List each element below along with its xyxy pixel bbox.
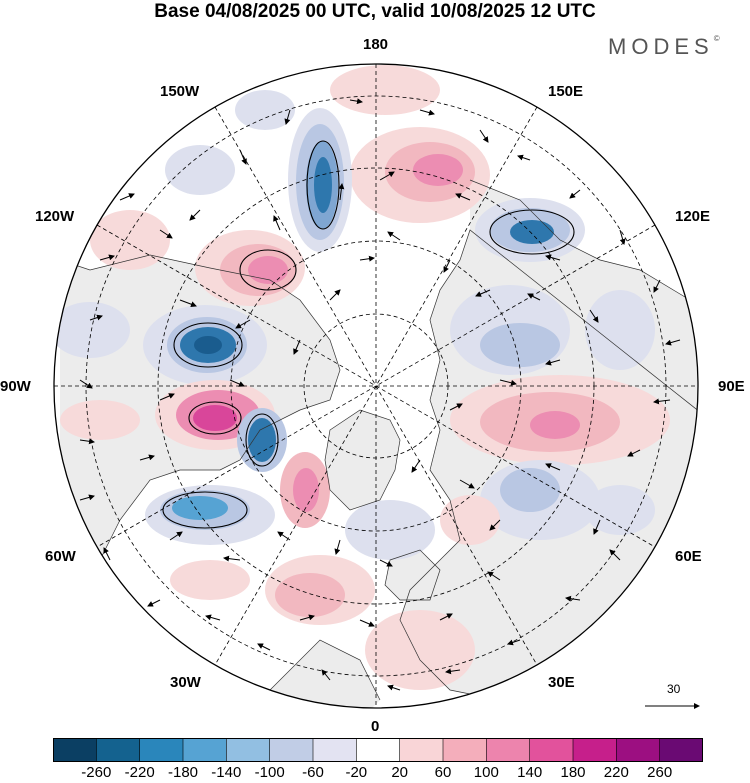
positive-anomaly-iceland-mid xyxy=(275,573,345,617)
brand-copyright: © xyxy=(713,34,720,43)
colorbar-swatch xyxy=(616,738,660,762)
negative-anomaly-mongolia xyxy=(585,290,655,370)
lon-label-150e: 150E xyxy=(548,83,584,100)
colorbar-swatch xyxy=(659,738,703,762)
scandinavia-land xyxy=(385,550,440,600)
lon-label-0: 0 xyxy=(371,718,380,735)
negative-anomaly-urals-mid xyxy=(500,468,560,512)
positive-anomaly-canada-core xyxy=(248,256,288,284)
colorbar-tick-label: 260 xyxy=(647,764,673,781)
colorbar-swatch xyxy=(573,738,617,762)
colorbar-tick-label: -260 xyxy=(81,764,112,781)
lon-label-60e: 60E xyxy=(675,548,702,565)
colorbar-tick-label: -140 xyxy=(211,764,242,781)
positive-anomaly-atlantic-south xyxy=(170,560,250,600)
lon-label-90w: 90W xyxy=(0,378,31,395)
lon-label-90e: 90E xyxy=(718,378,745,395)
colorbar-swatch xyxy=(183,738,227,762)
colorbar-swatch xyxy=(269,738,314,762)
colorbar-tick-label: -180 xyxy=(167,764,199,781)
negative-anomaly-east-siberia-core xyxy=(510,220,554,244)
colorbar-tick-label: 220 xyxy=(603,764,629,781)
map-disc xyxy=(54,64,698,708)
coastline-north-africa xyxy=(269,639,381,701)
negative-anomaly-north-atlantic-core xyxy=(172,496,228,520)
positive-anomaly-europe xyxy=(365,610,475,690)
positive-anomaly-labrador-core xyxy=(193,405,237,431)
negative-anomaly-west-canada xyxy=(54,302,130,358)
coastline-greenland xyxy=(324,409,401,511)
negative-anomaly-kara-mid xyxy=(480,323,560,367)
colorbar-frame xyxy=(53,738,703,762)
greenland-land xyxy=(325,410,400,510)
lon-label-150w: 150W xyxy=(160,83,200,100)
modes-logo: MODES© xyxy=(608,34,720,60)
colorbar xyxy=(53,738,703,762)
contour-hudson xyxy=(173,322,243,368)
colorbar-swatch xyxy=(226,738,270,762)
colorbar-tick-label: -220 xyxy=(124,764,155,781)
lon-label-120w: 120W xyxy=(35,208,75,225)
positive-anomaly-us-west xyxy=(60,400,140,440)
positive-anomaly-barents xyxy=(440,495,500,545)
contour-baffin xyxy=(245,413,279,467)
negative-anomaly-gulf-alaska-core xyxy=(314,157,332,213)
map-border xyxy=(53,63,699,709)
contour-east-siberia xyxy=(489,209,575,255)
lon-label-30e: 30E xyxy=(548,674,575,691)
meridian-120e-60w xyxy=(96,224,656,548)
colorbar-tick-label: 100 xyxy=(473,764,499,781)
colorbar-swatch xyxy=(96,738,140,762)
positive-anomaly-pacific-core xyxy=(413,154,463,186)
negative-anomaly-hudson-deep xyxy=(194,336,222,354)
colorbar-swatch xyxy=(443,738,487,762)
contour-labrador xyxy=(188,401,242,435)
lon-label-60w: 60W xyxy=(45,548,76,565)
contour-canada xyxy=(239,249,297,291)
negative-anomaly-aleutian xyxy=(235,90,295,130)
colorbar-swatch xyxy=(399,738,444,762)
anomaly-field xyxy=(54,65,670,690)
contour-north-atlantic xyxy=(162,491,248,529)
negative-anomaly-central-asia xyxy=(585,485,655,535)
coastline-scandinavia xyxy=(384,549,441,601)
positive-anomaly-greenland-west-core xyxy=(293,468,319,512)
lon-label-120e: 120E xyxy=(675,208,711,225)
colorbar-swatch xyxy=(529,738,574,762)
colorbar-tick-label: -20 xyxy=(345,764,368,781)
colorbar-tick-label: 20 xyxy=(391,764,409,781)
colorbar-tick-label: -60 xyxy=(302,764,324,781)
colorbar-tick-label: 60 xyxy=(434,764,452,781)
positive-anomaly-bering xyxy=(330,65,440,115)
negative-anomaly-north-pacific xyxy=(165,145,235,195)
colorbar-swatch xyxy=(486,738,530,762)
wind-vectors xyxy=(79,98,681,691)
colorbar-swatch xyxy=(356,738,400,762)
negative-anomaly-baffin-core xyxy=(248,418,276,462)
reference-vector-value: 30 xyxy=(667,682,681,696)
brand-name: MODES xyxy=(608,34,714,59)
lon-label-180: 180 xyxy=(363,36,389,53)
positive-anomaly-east-pacific xyxy=(90,210,170,270)
colorbar-tick-label: 180 xyxy=(560,764,586,781)
colorbar-tick-label: -100 xyxy=(254,764,285,781)
positive-anomaly-siberia-core xyxy=(530,411,580,439)
colorbar-swatch xyxy=(139,738,184,762)
colorbar-tick-label: 140 xyxy=(517,764,543,781)
colorbar-swatch xyxy=(53,738,97,762)
colorbar-swatch xyxy=(313,738,357,762)
map-title: Base 04/08/2025 00 UTC, valid 10/08/2025… xyxy=(154,1,596,22)
lon-label-30w: 30W xyxy=(170,674,201,691)
graticule xyxy=(54,64,698,708)
coastline-north-america xyxy=(59,254,341,601)
